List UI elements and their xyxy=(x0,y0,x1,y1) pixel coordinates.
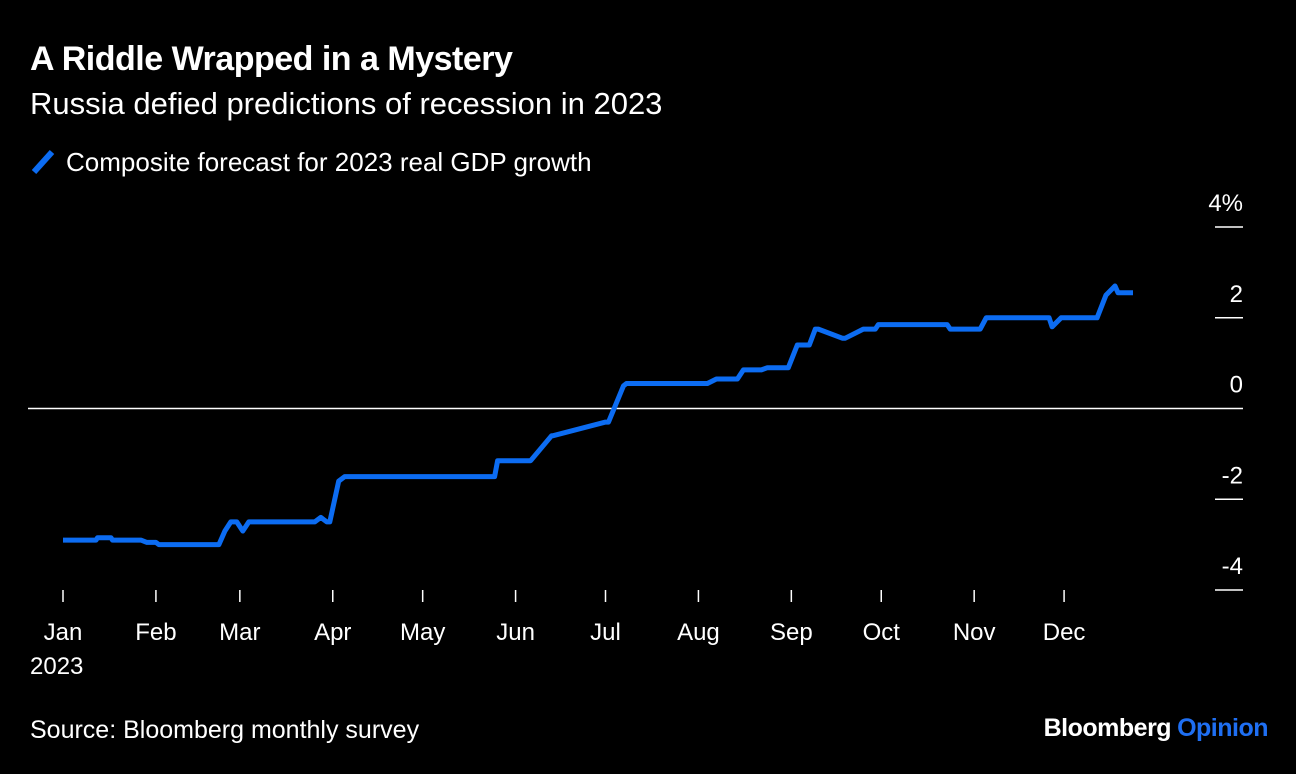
y-tick-label: -2 xyxy=(1222,462,1243,489)
x-tick-label: Oct xyxy=(863,619,901,646)
x-tick-label: Aug xyxy=(677,619,720,646)
y-tick-label: 2 xyxy=(1230,281,1243,308)
x-tick-label: Jul xyxy=(590,619,621,646)
legend: Composite forecast for 2023 real GDP gro… xyxy=(30,146,592,178)
x-tick-label: Sep xyxy=(770,619,813,646)
x-tick-label: Feb xyxy=(135,619,176,646)
legend-label: Composite forecast for 2023 real GDP gro… xyxy=(66,146,592,177)
x-axis-year-label: 2023 xyxy=(30,653,83,680)
y-tick-label: -4 xyxy=(1222,553,1243,580)
x-tick-label: Jun xyxy=(496,619,535,646)
chart-title: A Riddle Wrapped in a Mystery xyxy=(30,40,513,78)
legend-swatch-icon xyxy=(31,149,55,175)
x-tick-label: Mar xyxy=(219,619,260,646)
y-tick-label: 4% xyxy=(1208,190,1243,217)
x-tick-label: Nov xyxy=(953,619,996,646)
chart-subtitle: Russia defied predictions of recession i… xyxy=(30,86,663,121)
brand-section: Opinion xyxy=(1177,714,1268,742)
x-tick-label: Jan xyxy=(44,619,83,646)
y-tick-label: 0 xyxy=(1230,372,1243,399)
source-note: Source: Bloomberg monthly survey xyxy=(30,716,420,744)
x-tick-label: May xyxy=(400,619,445,646)
x-tick-label: Apr xyxy=(314,619,351,646)
brand-logo: Bloomberg Opinion xyxy=(1043,714,1269,743)
x-tick-label: Dec xyxy=(1043,619,1086,646)
brand-name: Bloomberg xyxy=(1043,714,1172,742)
series-line-gdp-forecast xyxy=(63,283,1133,548)
